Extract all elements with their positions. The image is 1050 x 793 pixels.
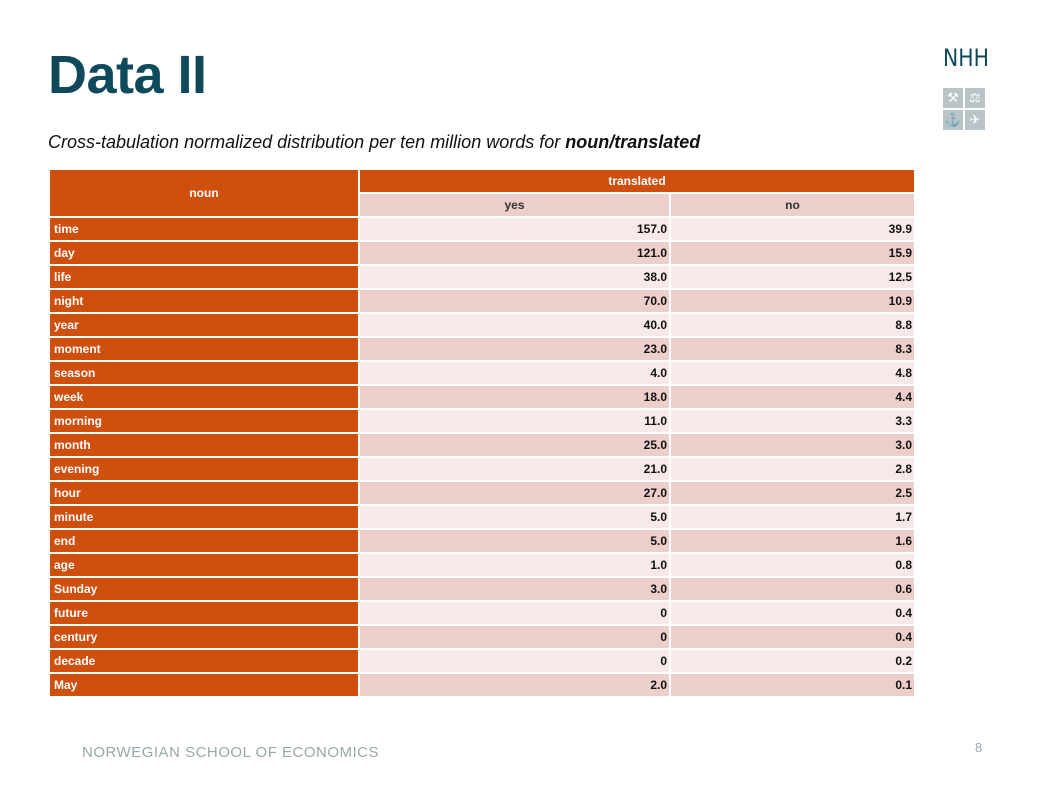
value-no: 2.8: [668, 456, 917, 482]
logo-text: NHH: [943, 44, 989, 72]
nhh-logo: NHH ⚒ ⚖ ⚓ ✈: [943, 44, 989, 130]
value-no: 0.4: [668, 624, 917, 650]
slide-title: Data II: [48, 45, 207, 105]
value-yes: 40.0: [358, 312, 671, 338]
value-yes: 1.0: [358, 552, 671, 578]
value-no: 0.2: [668, 648, 917, 674]
value-yes: 27.0: [358, 480, 671, 506]
row-label: end: [48, 528, 360, 554]
table-row: hour 27.0 2.5: [48, 480, 917, 506]
table-row: moment 23.0 8.3: [48, 336, 917, 362]
value-yes: 5.0: [358, 504, 671, 530]
row-label: night: [48, 288, 360, 314]
row-label: century: [48, 624, 360, 650]
value-yes: 21.0: [358, 456, 671, 482]
row-label: decade: [48, 648, 360, 674]
table-row: Sunday 3.0 0.6: [48, 576, 917, 602]
row-label: day: [48, 240, 360, 266]
value-no: 15.9: [668, 240, 917, 266]
table-row: age 1.0 0.8: [48, 552, 917, 578]
row-label: moment: [48, 336, 360, 362]
value-yes: 157.0: [358, 216, 671, 242]
table-row: week 18.0 4.4: [48, 384, 917, 410]
value-yes: 3.0: [358, 576, 671, 602]
table-row: year 40.0 8.8: [48, 312, 917, 338]
value-no: 12.5: [668, 264, 917, 290]
value-yes: 11.0: [358, 408, 671, 434]
scales-icon: ⚖: [965, 88, 985, 108]
value-yes: 0: [358, 648, 671, 674]
value-yes: 4.0: [358, 360, 671, 386]
table-row: time 157.0 39.9: [48, 216, 917, 242]
table-row: end 5.0 1.6: [48, 528, 917, 554]
subtitle-text: Cross-tabulation normalized distribution…: [48, 132, 566, 152]
table-row: minute 5.0 1.7: [48, 504, 917, 530]
row-label: week: [48, 384, 360, 410]
table-row: decade 0 0.2: [48, 648, 917, 674]
row-label: hour: [48, 480, 360, 506]
value-yes: 2.0: [358, 672, 671, 698]
anchor-icon: ⚓: [943, 110, 963, 130]
row-label: month: [48, 432, 360, 458]
row-label: minute: [48, 504, 360, 530]
row-label: year: [48, 312, 360, 338]
row-label: morning: [48, 408, 360, 434]
row-label: future: [48, 600, 360, 626]
table-row: future 0 0.4: [48, 600, 917, 626]
hammer-pick-icon: ⚒: [943, 88, 963, 108]
table-row: day 121.0 15.9: [48, 240, 917, 266]
value-yes: 0: [358, 600, 671, 626]
value-no: 0.8: [668, 552, 917, 578]
value-no: 0.4: [668, 600, 917, 626]
value-yes: 0: [358, 624, 671, 650]
value-yes: 38.0: [358, 264, 671, 290]
table-row: May 2.0 0.1: [48, 672, 917, 698]
col-header-no: no: [668, 192, 917, 218]
value-no: 3.3: [668, 408, 917, 434]
row-header-noun: noun: [48, 168, 360, 218]
row-label: evening: [48, 456, 360, 482]
value-no: 4.8: [668, 360, 917, 386]
value-yes: 25.0: [358, 432, 671, 458]
value-yes: 121.0: [358, 240, 671, 266]
row-label: time: [48, 216, 360, 242]
table-row: life 38.0 12.5: [48, 264, 917, 290]
value-yes: 18.0: [358, 384, 671, 410]
logo-emblem: ⚒ ⚖ ⚓ ✈: [943, 88, 989, 130]
value-no: 39.9: [668, 216, 917, 242]
row-label: season: [48, 360, 360, 386]
slide-subtitle: Cross-tabulation normalized distribution…: [48, 132, 700, 153]
value-no: 3.0: [668, 432, 917, 458]
page-number: 8: [975, 740, 983, 755]
row-label: life: [48, 264, 360, 290]
value-no: 2.5: [668, 480, 917, 506]
table-row: century 0 0.4: [48, 624, 917, 650]
row-label: Sunday: [48, 576, 360, 602]
value-no: 0.1: [668, 672, 917, 698]
col-header-translated: translated: [357, 168, 917, 194]
table-row: season 4.0 4.8: [48, 360, 917, 386]
value-no: 1.6: [668, 528, 917, 554]
value-yes: 23.0: [358, 336, 671, 362]
table-body: time 157.0 39.9 day 121.0 15.9 life 38.0 12.5 nig…: [48, 216, 917, 698]
value-no: 0.6: [668, 576, 917, 602]
value-yes: 5.0: [358, 528, 671, 554]
value-yes: 70.0: [358, 288, 671, 314]
footer-text: NORWEGIAN SCHOOL OF ECONOMICS: [82, 744, 380, 761]
crosstab-table: noun translated yes no time 157.0 39.9 day 1…: [48, 168, 917, 698]
row-label: May: [48, 672, 360, 698]
table-row: night 70.0 10.9: [48, 288, 917, 314]
table-row: month 25.0 3.0: [48, 432, 917, 458]
subtitle-bold: noun/translated: [565, 132, 701, 152]
value-no: 1.7: [668, 504, 917, 530]
value-no: 4.4: [668, 384, 917, 410]
value-no: 10.9: [668, 288, 917, 314]
value-no: 8.3: [668, 336, 917, 362]
table-row: morning 11.0 3.3: [48, 408, 917, 434]
table-row: evening 21.0 2.8: [48, 456, 917, 482]
value-no: 8.8: [668, 312, 917, 338]
row-label: age: [48, 552, 360, 578]
col-header-yes: yes: [358, 192, 671, 218]
ship-icon: ✈: [965, 110, 985, 130]
